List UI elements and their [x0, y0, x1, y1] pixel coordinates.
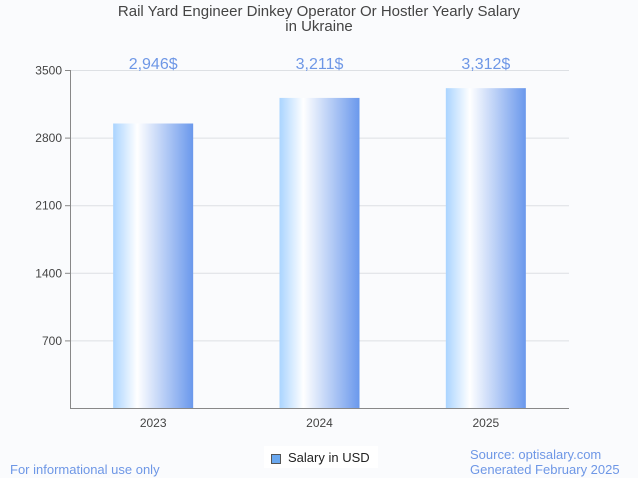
source-link[interactable]: Source: optisalary.com	[470, 447, 602, 462]
data-label: 3,312$	[461, 56, 510, 73]
y-tick-label: 3500	[35, 64, 62, 78]
y-tick-label: 2800	[35, 131, 62, 145]
generated-date: Generated February 2025	[470, 462, 620, 477]
legend-swatch	[271, 454, 281, 464]
legend-label: Salary in USD	[288, 450, 370, 465]
x-tick-label: 2024	[306, 416, 333, 430]
y-tick-label: 1400	[35, 266, 62, 280]
bar-2024	[279, 97, 360, 408]
x-tick-label: 2025	[472, 416, 499, 430]
disclaimer: For informational use only	[10, 462, 160, 477]
y-tick-label: 700	[42, 334, 62, 348]
y-tick-label: 2100	[35, 199, 62, 213]
x-tick-label: 2023	[140, 416, 167, 430]
legend: Salary in USD	[264, 446, 378, 468]
data-label: 3,211$	[296, 56, 344, 73]
chart-title-line-1: Rail Yard Engineer Dinkey Operator Or Ho…	[117, 3, 521, 20]
bar-2025	[445, 88, 526, 408]
bar-2023	[113, 123, 194, 408]
data-label: 2,946$	[129, 56, 178, 73]
chart-title: Rail Yard Engineer Dinkey Operator Or Ho…	[0, 4, 638, 34]
chart-title-line-2: in Ukraine	[285, 18, 353, 35]
